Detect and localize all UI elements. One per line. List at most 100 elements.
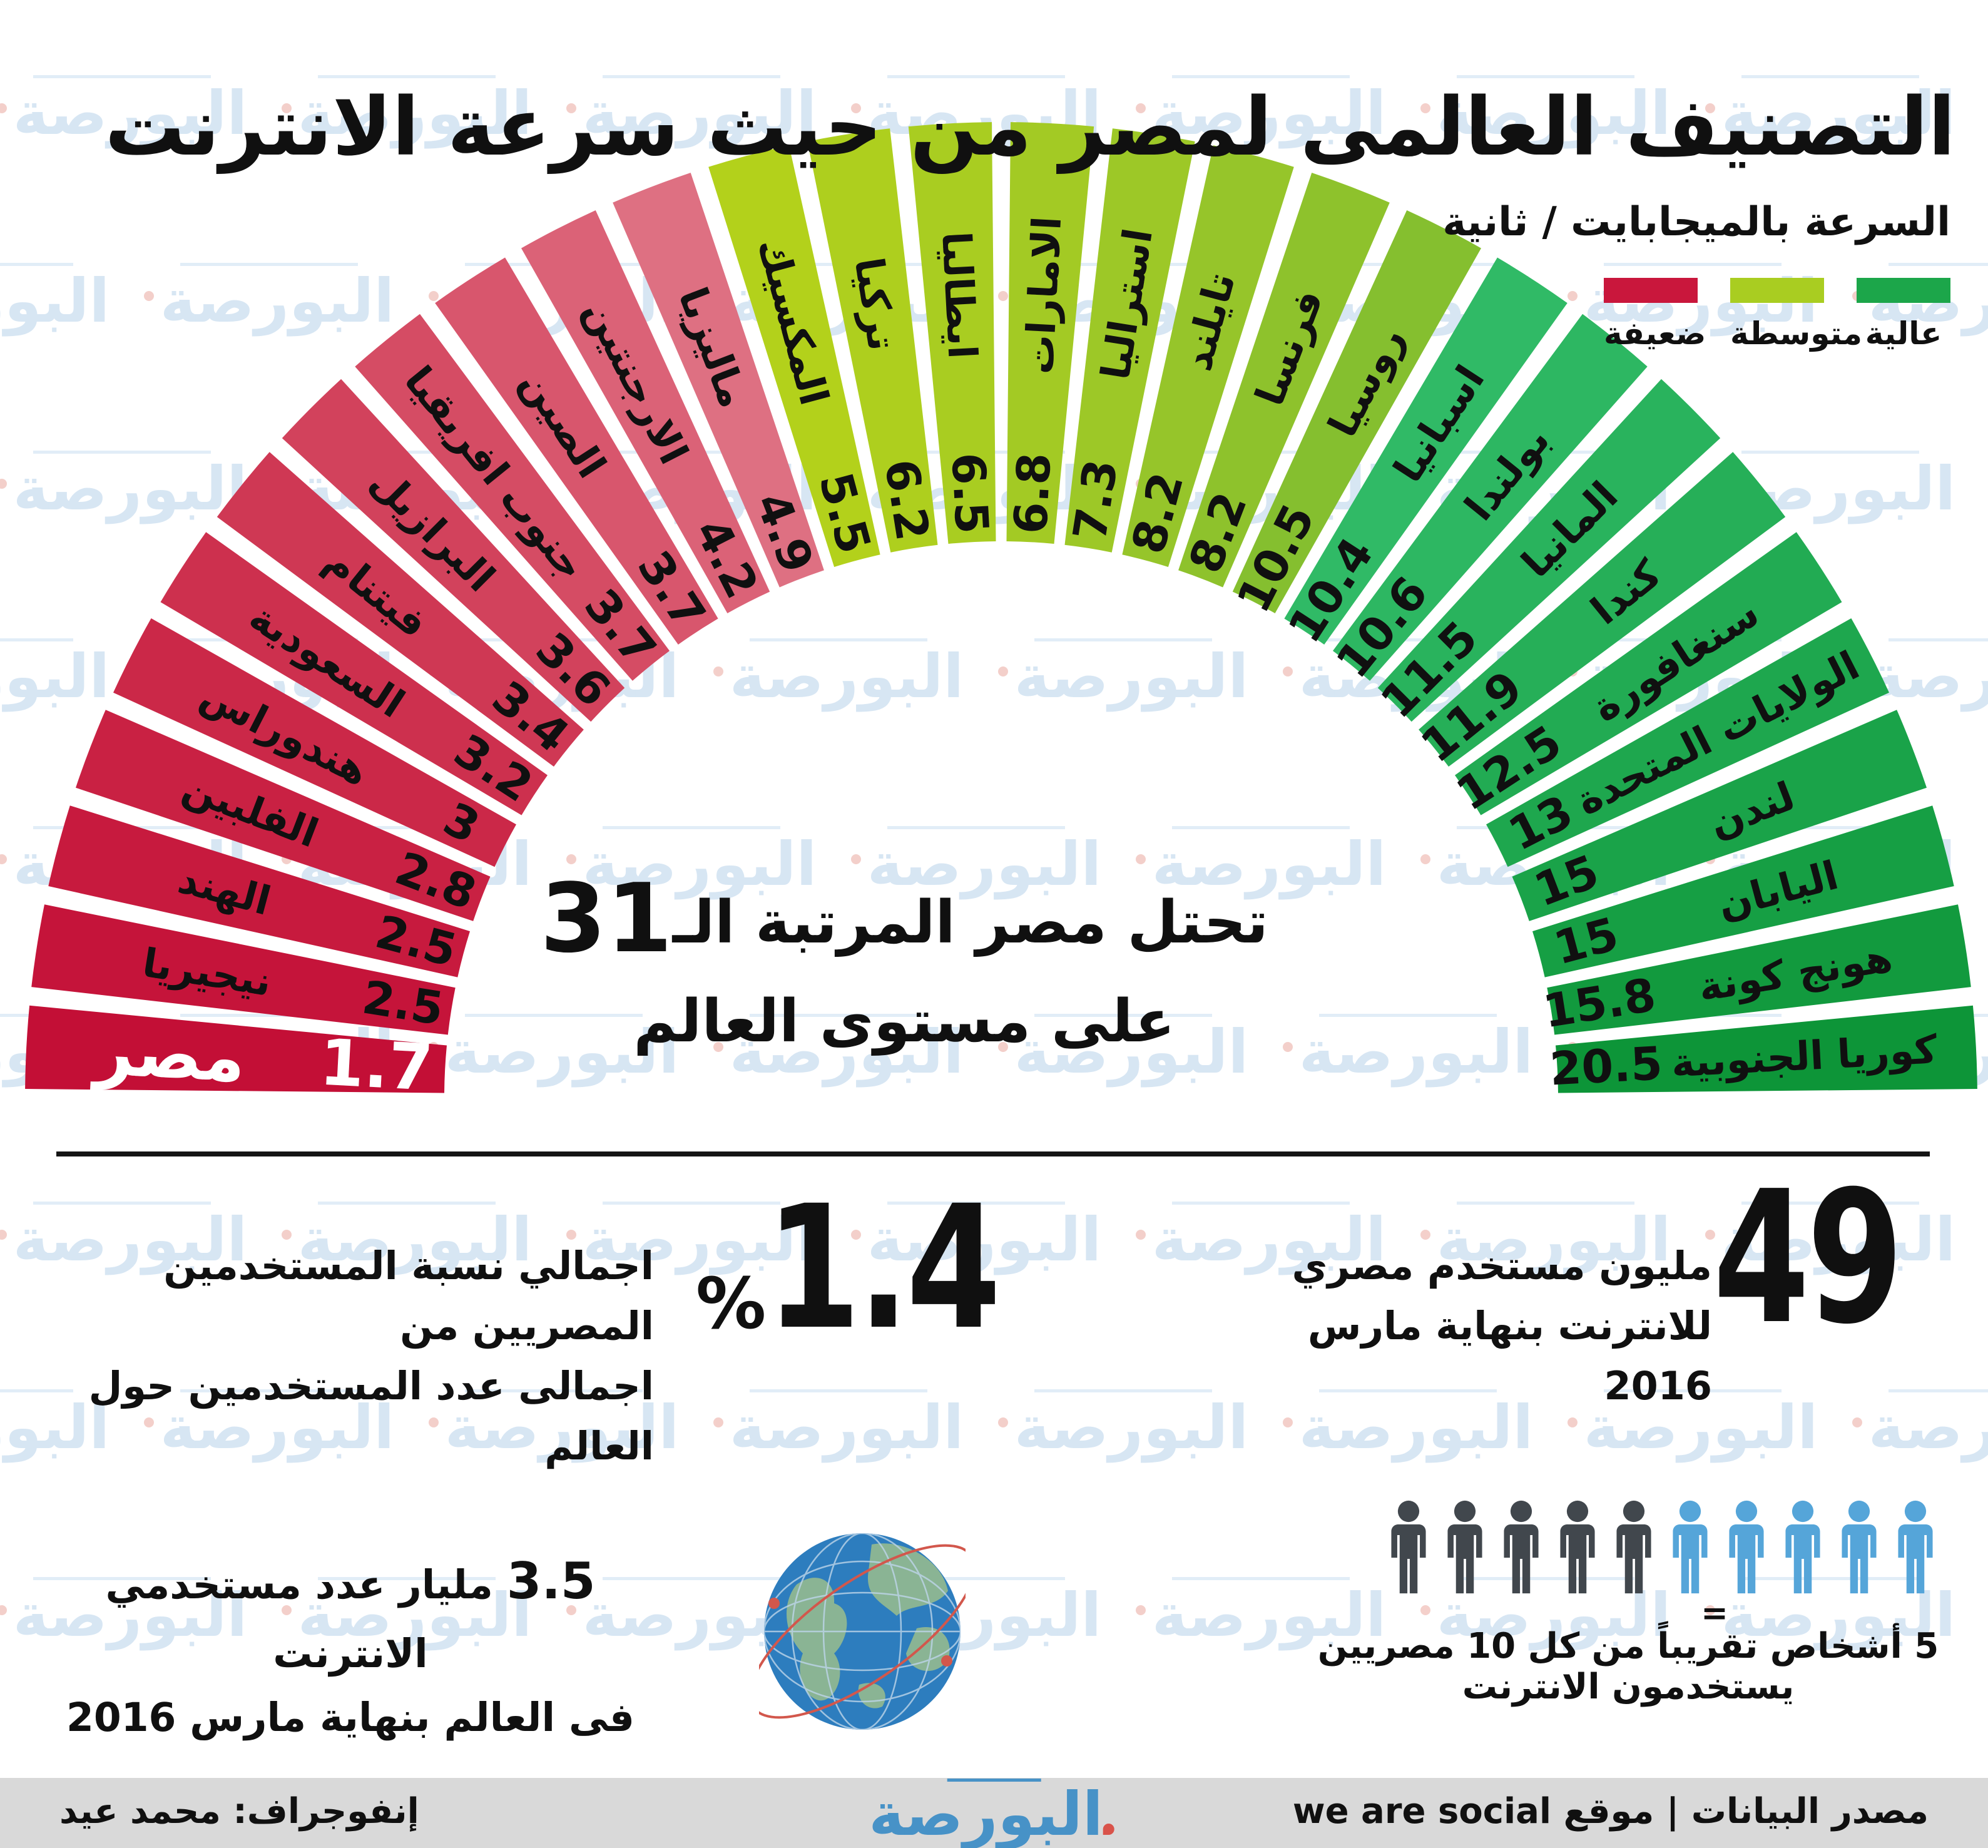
watermark-logo: البورصة (135, 1014, 404, 1082)
watermark-logo: البورصة (1126, 451, 1395, 519)
person-blue-icon (1673, 1500, 1708, 1594)
egypt-rank-line1: تحتل مصر المرتبة الـ31 (538, 871, 1270, 966)
watermark-logo: البورصة (557, 75, 826, 143)
watermark-logo: البورصة (989, 1014, 1258, 1082)
legend-label: ضعيفة (1604, 315, 1706, 352)
watermark-logo: البورصة (0, 263, 119, 331)
watermark-logo: البورصة (0, 1202, 257, 1270)
watermark-logo: البورصة (135, 638, 404, 707)
watermark-logo: البورصة (1411, 1202, 1680, 1270)
watermark-logo: البورصة (1273, 1389, 1542, 1457)
legend-label: متوسطة (1730, 315, 1862, 352)
world-users-caption: 3.5 مليار عدد مستخدمي الانترنت فى العالم… (56, 1541, 645, 1750)
watermark-logo: البورصة (419, 638, 688, 707)
egypt-rank-number: 31 (540, 863, 675, 974)
person-gray-icon (1616, 1500, 1651, 1594)
watermark-logo: البورصة (419, 1014, 688, 1082)
world-users-line1: 3.5 مليار عدد مستخدمي الانترنت (105, 1552, 596, 1677)
watermark-logo: البورصة (0, 451, 257, 519)
world-users-number: 3.5 (506, 1552, 596, 1610)
world-users-line2: فى العالم بنهاية مارس 2016 (66, 1694, 635, 1740)
watermark-logo: البورصة (1843, 638, 1988, 707)
usage-ratio-caption: 5 أشخاص تقريباً من كل 10 مصريين يستخدمون… (1317, 1626, 1939, 1707)
egypt-users-caption-line1: مليون مستخدم مصري (1292, 1243, 1712, 1289)
watermark-logo: البورصة (1980, 826, 1988, 894)
watermark-logo: البورصة (0, 1014, 119, 1082)
legend-items: ضعيفة متوسطة عالية (1442, 278, 1950, 352)
watermark-logo: البورصة (0, 638, 119, 707)
watermark-logo: البورصة (1843, 1389, 1988, 1457)
watermark-logo: البورصة (1696, 1202, 1965, 1270)
watermark-logo: البورصة (557, 451, 826, 519)
watermark-logo: البورصة (1411, 826, 1680, 894)
watermark-logo: البورصة (842, 451, 1111, 519)
legend-swatch-icon (1857, 278, 1950, 303)
watermark-logo: البورصة (1411, 451, 1680, 519)
egypt-rank-note: تحتل مصر المرتبة الـ31 على مستوى العالم (538, 871, 1270, 1056)
legend: السرعة بالميجابايت / ثانية ضعيفة متوسطة عا… (1442, 199, 1950, 352)
watermark-logo: البورصة (1273, 1014, 1542, 1082)
watermark-logo: البورصة (1126, 1202, 1395, 1270)
watermark-logo: البورصة (135, 263, 404, 331)
watermark-logo: البورصة (842, 826, 1111, 894)
legend-item-2: عالية (1857, 278, 1950, 352)
egypt-rank-line2: على مستوى العالم (633, 988, 1175, 1056)
egypt-share-caption-line1: اجمالي نسبة المستخدمين المصريين من (163, 1243, 654, 1349)
percent-symbol: % (696, 1263, 767, 1345)
watermark-logo: البورصة (1558, 638, 1827, 707)
person-blue-icon (1898, 1500, 1933, 1594)
egypt-share-caption: اجمالي نسبة المستخدمين المصريين من اجمال… (59, 1236, 654, 1476)
watermark-logo: البورصة (272, 451, 541, 519)
legend-label: عالية (1865, 315, 1942, 352)
watermark-logo: البورصة (1696, 451, 1965, 519)
page-title: التصنيف العالمى لمصر من حيث سرعة الانترن… (104, 80, 1955, 174)
person-blue-icon (1785, 1500, 1820, 1594)
watermark-logo: البورصة (1696, 75, 1965, 143)
watermark-logo: البورصة (1696, 1577, 1965, 1645)
person-gray-icon (1391, 1500, 1426, 1594)
watermark-logo: البورصة (419, 263, 688, 331)
watermark-logo: البورصة (557, 1202, 826, 1270)
legend-item-1: متوسطة (1730, 278, 1862, 352)
watermark-logo: البورصة (704, 638, 973, 707)
egypt-share-number: 1.4 (766, 1170, 1001, 1367)
watermark-logo: البورصة (419, 1389, 688, 1457)
watermark-logo: البورصة (1980, 451, 1988, 519)
footer-source: مصدر البيانات | موقع we are social (1292, 1791, 1929, 1832)
equals-sign: = (1701, 1595, 1728, 1632)
watermark-logo: البورصة (842, 1202, 1111, 1270)
watermark-logo: البورصة (704, 263, 973, 331)
egypt-rank-text: تحتل مصر المرتبة الـ (672, 889, 1268, 957)
watermark-logo: البورصة (1696, 826, 1965, 894)
watermark-logo: البورصة (1980, 75, 1988, 143)
logo-red-drop-icon (1103, 1824, 1114, 1835)
people-icons-row (1384, 1499, 1940, 1595)
egypt-share-number-block: % 1.4 (696, 1170, 1056, 1367)
watermark-logo: البورصة (272, 1577, 541, 1645)
globe-icon (759, 1533, 966, 1730)
footer-credit: إنفوجراف: محمد عيد (59, 1791, 419, 1832)
watermark-logo: البورصة (1411, 1577, 1680, 1645)
egypt-users-caption: مليون مستخدم مصري للانترنت بنهاية مارس 2… (1236, 1236, 1712, 1416)
watermark-logo: البورصة (1126, 1577, 1395, 1645)
watermark-logo: البورصة (1126, 826, 1395, 894)
person-gray-icon (1560, 1500, 1595, 1594)
watermark-logo: البورصة (0, 1577, 257, 1645)
divider-line (56, 1151, 1930, 1156)
egypt-share-caption-line2: اجمالى عدد المستخدمين حول العالم (88, 1363, 654, 1469)
watermark-logo: البورصة (1558, 1389, 1827, 1457)
legend-item-0: ضعيفة (1604, 278, 1706, 352)
watermark-logo: البورصة (557, 826, 826, 894)
watermark-logo: البورصة (1411, 75, 1680, 143)
watermark-logo: البورصة (0, 826, 257, 894)
person-blue-icon (1729, 1500, 1764, 1594)
watermark-logo: البورصة (1980, 1202, 1988, 1270)
legend-title: السرعة بالميجابايت / ثانية (1442, 199, 1950, 245)
legend-swatch-icon (1730, 278, 1824, 303)
person-gray-icon (1447, 1500, 1482, 1594)
watermark-logo: البورصة (0, 75, 257, 143)
watermark-logo: البورصة (272, 826, 541, 894)
legend-swatch-icon (1604, 278, 1698, 303)
alborsa-logo-text: البورصة (869, 1779, 1103, 1848)
